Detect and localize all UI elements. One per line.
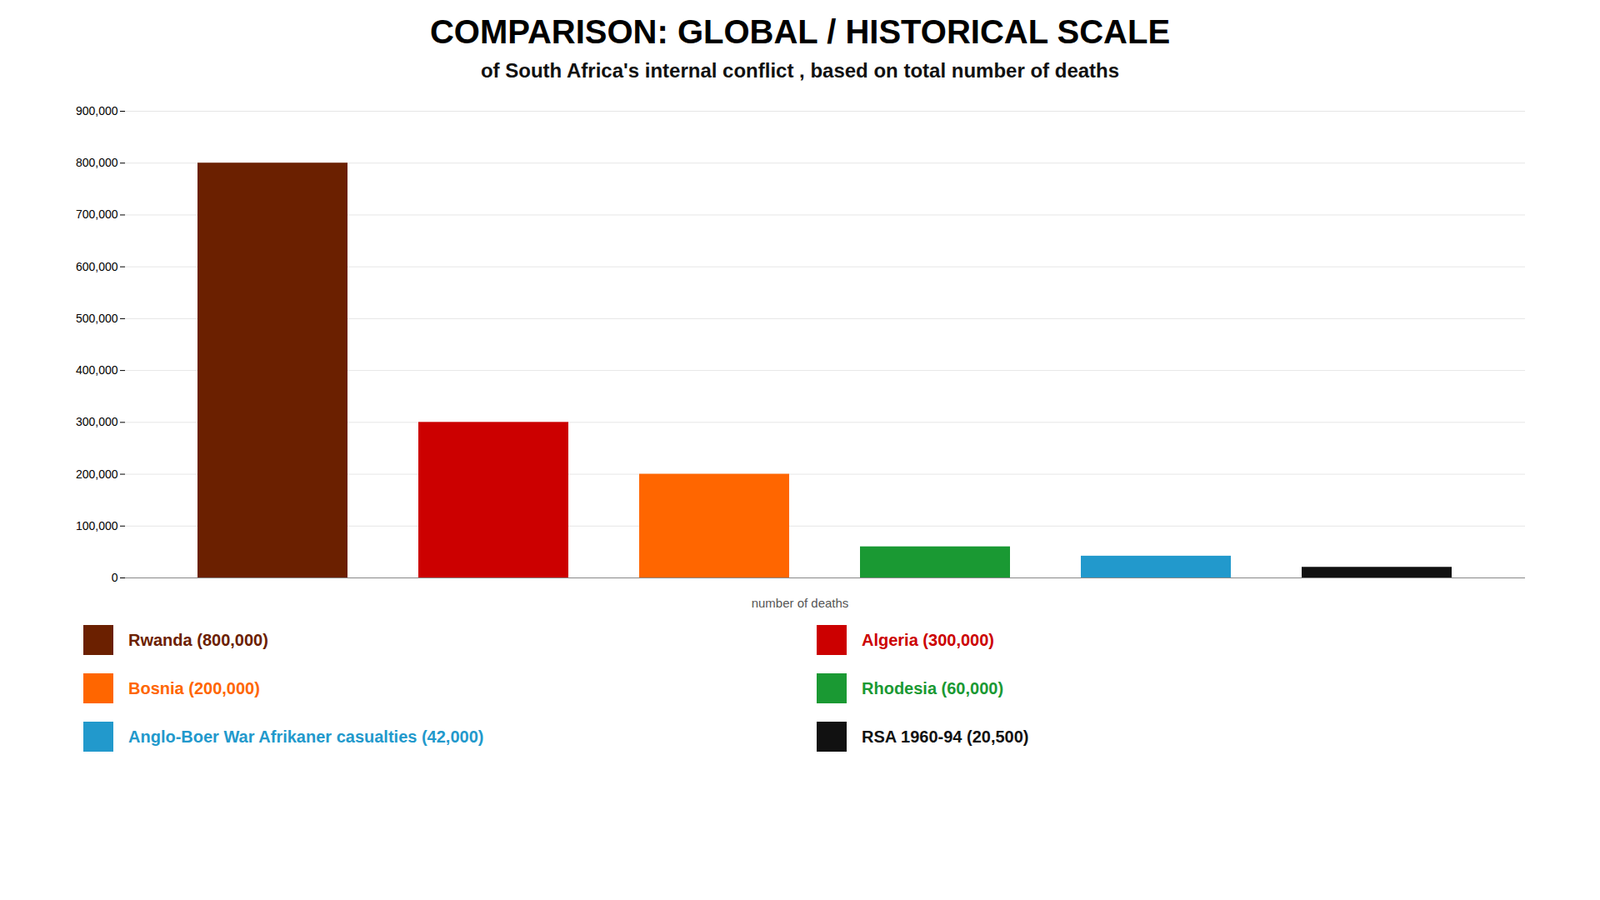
svg-text:800,000: 800,000 — [75, 155, 119, 170]
svg-text:500,000: 500,000 — [75, 311, 119, 325]
html-text:RSA 1960-94 (20,500): RSA 1960-94 (20,500) — [861, 727, 1029, 746]
svg-text:200,000: 200,000 — [75, 467, 119, 481]
svg-text:400,000: 400,000 — [75, 363, 119, 377]
svg-text:100,000: 100,000 — [75, 519, 119, 533]
html-text:COMPARISON: GLOBAL / HISTORICA: COMPARISON: GLOBAL / HISTORICAL SCALE — [429, 13, 1171, 50]
html-text:Rhodesia (60,000): Rhodesia (60,000) — [861, 678, 1004, 698]
svg-text:600,000: 600,000 — [75, 260, 119, 274]
html-text:Rwanda (800,000): Rwanda (800,000) — [128, 630, 269, 649]
svg-text:700,000: 700,000 — [75, 207, 119, 221]
html-text:of South Africa's internal con: of South Africa's internal conflict , ba… — [480, 59, 1120, 82]
svg-text:300,000: 300,000 — [75, 415, 119, 429]
html-text:number of deaths: number of deaths — [751, 595, 849, 610]
html-text:Bosnia (200,000): Bosnia (200,000) — [128, 678, 260, 698]
html-text:Anglo-Boer War Afrikaner casua: Anglo-Boer War Afrikaner casualties (42,… — [128, 727, 484, 746]
svg-text:0: 0 — [111, 570, 119, 585]
html-text:Algeria (300,000): Algeria (300,000) — [861, 630, 995, 649]
svg-text:900,000: 900,000 — [75, 104, 119, 118]
